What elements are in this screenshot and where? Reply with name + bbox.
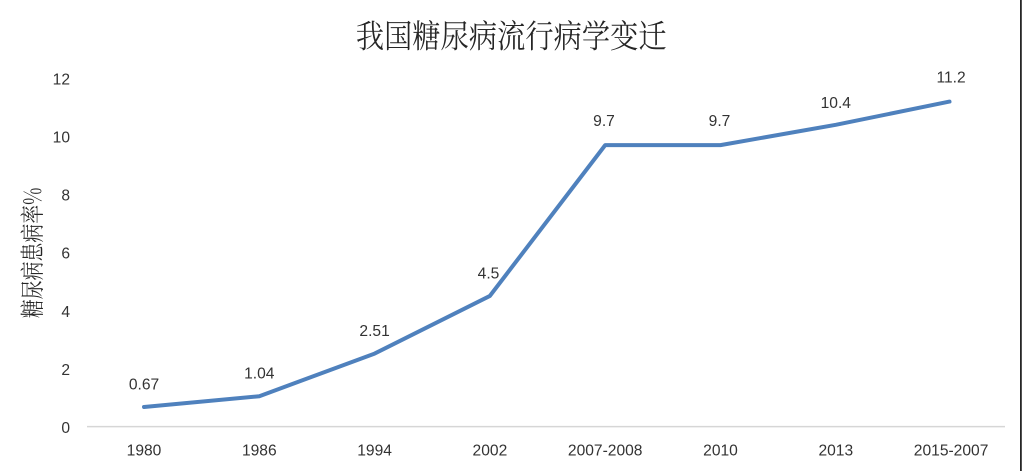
svg-text:1980: 1980 (127, 443, 162, 460)
svg-text:2.51: 2.51 (359, 323, 389, 340)
svg-text:2: 2 (61, 362, 70, 379)
svg-text:11.2: 11.2 (936, 69, 965, 86)
svg-text:8: 8 (61, 188, 70, 205)
svg-text:2015-2007: 2015-2007 (914, 443, 989, 460)
svg-text:2013: 2013 (818, 443, 853, 460)
svg-text:9.7: 9.7 (709, 113, 731, 130)
svg-text:1986: 1986 (242, 443, 277, 460)
svg-text:9.7: 9.7 (593, 113, 615, 130)
svg-text:1.04: 1.04 (244, 365, 275, 382)
svg-text:12: 12 (53, 71, 70, 88)
svg-text:1994: 1994 (357, 443, 392, 460)
svg-text:6: 6 (61, 246, 70, 263)
svg-text:4: 4 (61, 304, 70, 321)
svg-text:2002: 2002 (473, 443, 508, 460)
svg-text:10: 10 (53, 129, 71, 146)
svg-text:10.4: 10.4 (821, 95, 852, 112)
svg-text:4.5: 4.5 (478, 266, 500, 283)
svg-text:0.67: 0.67 (129, 376, 159, 393)
svg-text:2007-2008: 2007-2008 (568, 443, 643, 460)
svg-text:2010: 2010 (703, 443, 738, 460)
svg-text:0: 0 (61, 420, 70, 437)
